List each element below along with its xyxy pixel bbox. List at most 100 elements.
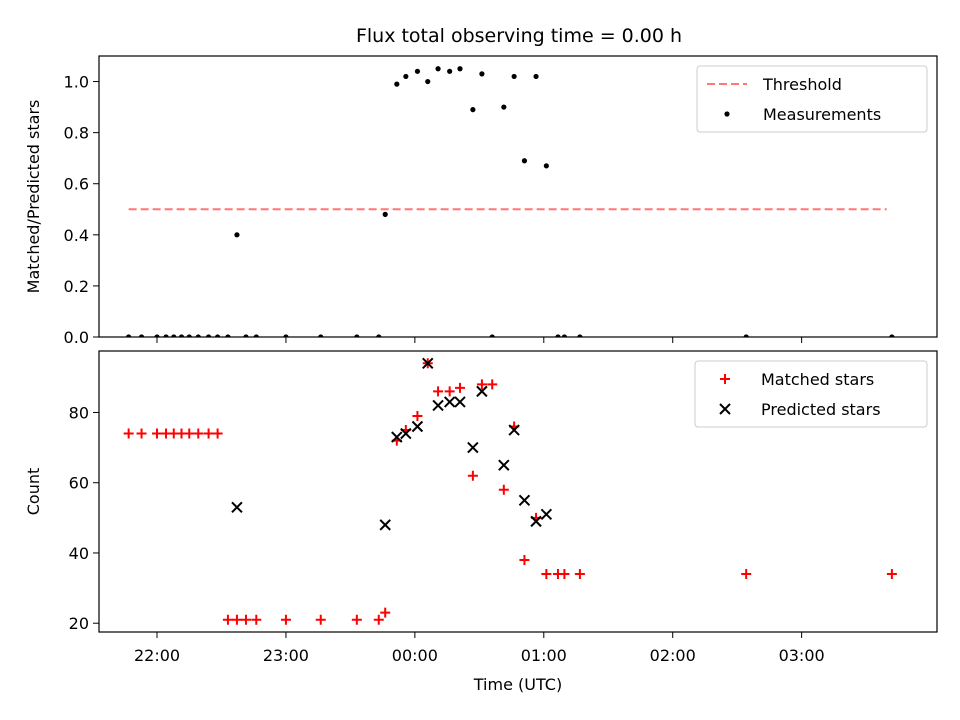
x-tick-label: 23:00 (263, 646, 309, 665)
measurement-point (318, 334, 324, 337)
x-tick-label: 22:00 (134, 646, 180, 665)
measurement-point (243, 334, 249, 337)
x-axis-label: Time (UTC) (473, 675, 562, 694)
matched-star-point (251, 614, 262, 625)
matched-star-point (123, 428, 134, 439)
measurement-point (138, 334, 145, 337)
matched-star-point (519, 554, 530, 565)
matched-star-point (152, 428, 163, 439)
measurement-point (577, 334, 583, 337)
x-tick-label: 02:00 (650, 646, 696, 665)
figure-title: Flux total observing time = 0.00 h (356, 25, 682, 47)
measurement-point (354, 334, 360, 337)
y-tick-label: 0.8 (64, 124, 89, 143)
matched-star-point (351, 614, 362, 625)
matched-star-point (886, 569, 897, 580)
measurement-point (511, 73, 517, 80)
y-tick-label: 0.4 (64, 226, 89, 245)
predicted-star-point (467, 441, 479, 454)
y-tick-label: 80 (69, 403, 89, 422)
measurement-point (470, 107, 476, 113)
matched-star-point (741, 569, 752, 580)
plot-2: 20 40 60 80 22:00 23:00 00:00 01:00 02:00 03:00 Co… (24, 350, 938, 694)
y-tick-label: 0.6 (64, 175, 89, 194)
y-tick-label: 1.0 (64, 73, 89, 92)
y-axis-label: Matched/Predicted stars (24, 100, 43, 294)
legend: Matched stars Predicted stars (694, 360, 928, 428)
measurement-point (126, 334, 132, 337)
axes-frame (98, 55, 938, 338)
matched-star-point (222, 614, 233, 625)
y-tick-label: 60 (69, 474, 89, 493)
matched-star-point (373, 614, 384, 625)
measurement-point (234, 232, 240, 238)
measurement-point (225, 334, 231, 337)
measurement-point (195, 334, 201, 337)
matched-star-point (454, 382, 465, 393)
predicted-star-point (498, 459, 510, 471)
plot-area (123, 357, 897, 625)
predicted-star-point (540, 508, 553, 521)
y-tick-label: 40 (69, 544, 89, 563)
measurement-point (457, 66, 463, 72)
predicted-star-point (508, 424, 520, 436)
measurement-point (382, 211, 388, 217)
measurement-point (489, 334, 495, 337)
measurement-point (533, 73, 539, 80)
measurement-point (889, 334, 895, 337)
measurement-point (447, 68, 453, 74)
measurement-point (186, 334, 192, 337)
measurement-point (521, 158, 528, 164)
matched-star-point (487, 379, 498, 390)
matched-star-point (498, 484, 509, 495)
matched-star-point (212, 428, 223, 439)
measurement-point (283, 334, 289, 337)
predicted-star-point (379, 519, 391, 531)
measurement-point (561, 334, 568, 337)
matched-star-point (193, 428, 204, 439)
predicted-star-point (411, 420, 424, 433)
measurement-point (555, 334, 561, 337)
measurement-point (253, 334, 259, 337)
matched-star-point (136, 428, 147, 439)
measurement-point (435, 66, 441, 72)
axes-frame (98, 350, 938, 633)
matched-star-point (559, 569, 570, 580)
matched-star-point (380, 607, 391, 618)
legend-label: Matched stars (761, 370, 874, 389)
measurement-point (394, 81, 400, 87)
matched-star-point (476, 379, 487, 390)
legend-box (696, 65, 928, 133)
matched-star-point (574, 569, 585, 580)
predicted-star-point (530, 515, 542, 528)
measurement-point (543, 163, 549, 169)
y-tick-label: 0.0 (64, 328, 89, 347)
predicted-star-point (391, 431, 403, 443)
matched-star-point (203, 428, 214, 439)
predicted-star-point (476, 385, 488, 398)
measurement-point (414, 68, 421, 74)
measurement-point (215, 334, 221, 337)
measurement-point (403, 73, 409, 80)
y-tick-label: 0.2 (64, 277, 89, 296)
measurement-point (171, 334, 177, 337)
measurement-point (479, 71, 485, 77)
predicted-star-point (400, 427, 412, 440)
legend-measurement-marker (724, 111, 730, 117)
x-tick-label: 01:00 (521, 646, 567, 665)
matched-star-point (467, 470, 478, 481)
matched-star-point (433, 386, 444, 397)
matched-star-point (412, 410, 423, 421)
measurement-point (163, 334, 169, 337)
matched-star-point (315, 614, 326, 625)
measurement-point (425, 78, 431, 85)
measurement-point (205, 334, 212, 337)
legend-label: Threshold (762, 75, 842, 94)
plots: 0.0 0.2 0.4 0.6 0.8 1.0 Matched/Predicted star… (24, 55, 938, 694)
matched-star-point (231, 614, 242, 625)
matched-star-point (541, 569, 552, 580)
matched-star-point (444, 386, 455, 397)
predicted-star-point (518, 494, 531, 506)
legend: Threshold Measurements (696, 65, 928, 133)
